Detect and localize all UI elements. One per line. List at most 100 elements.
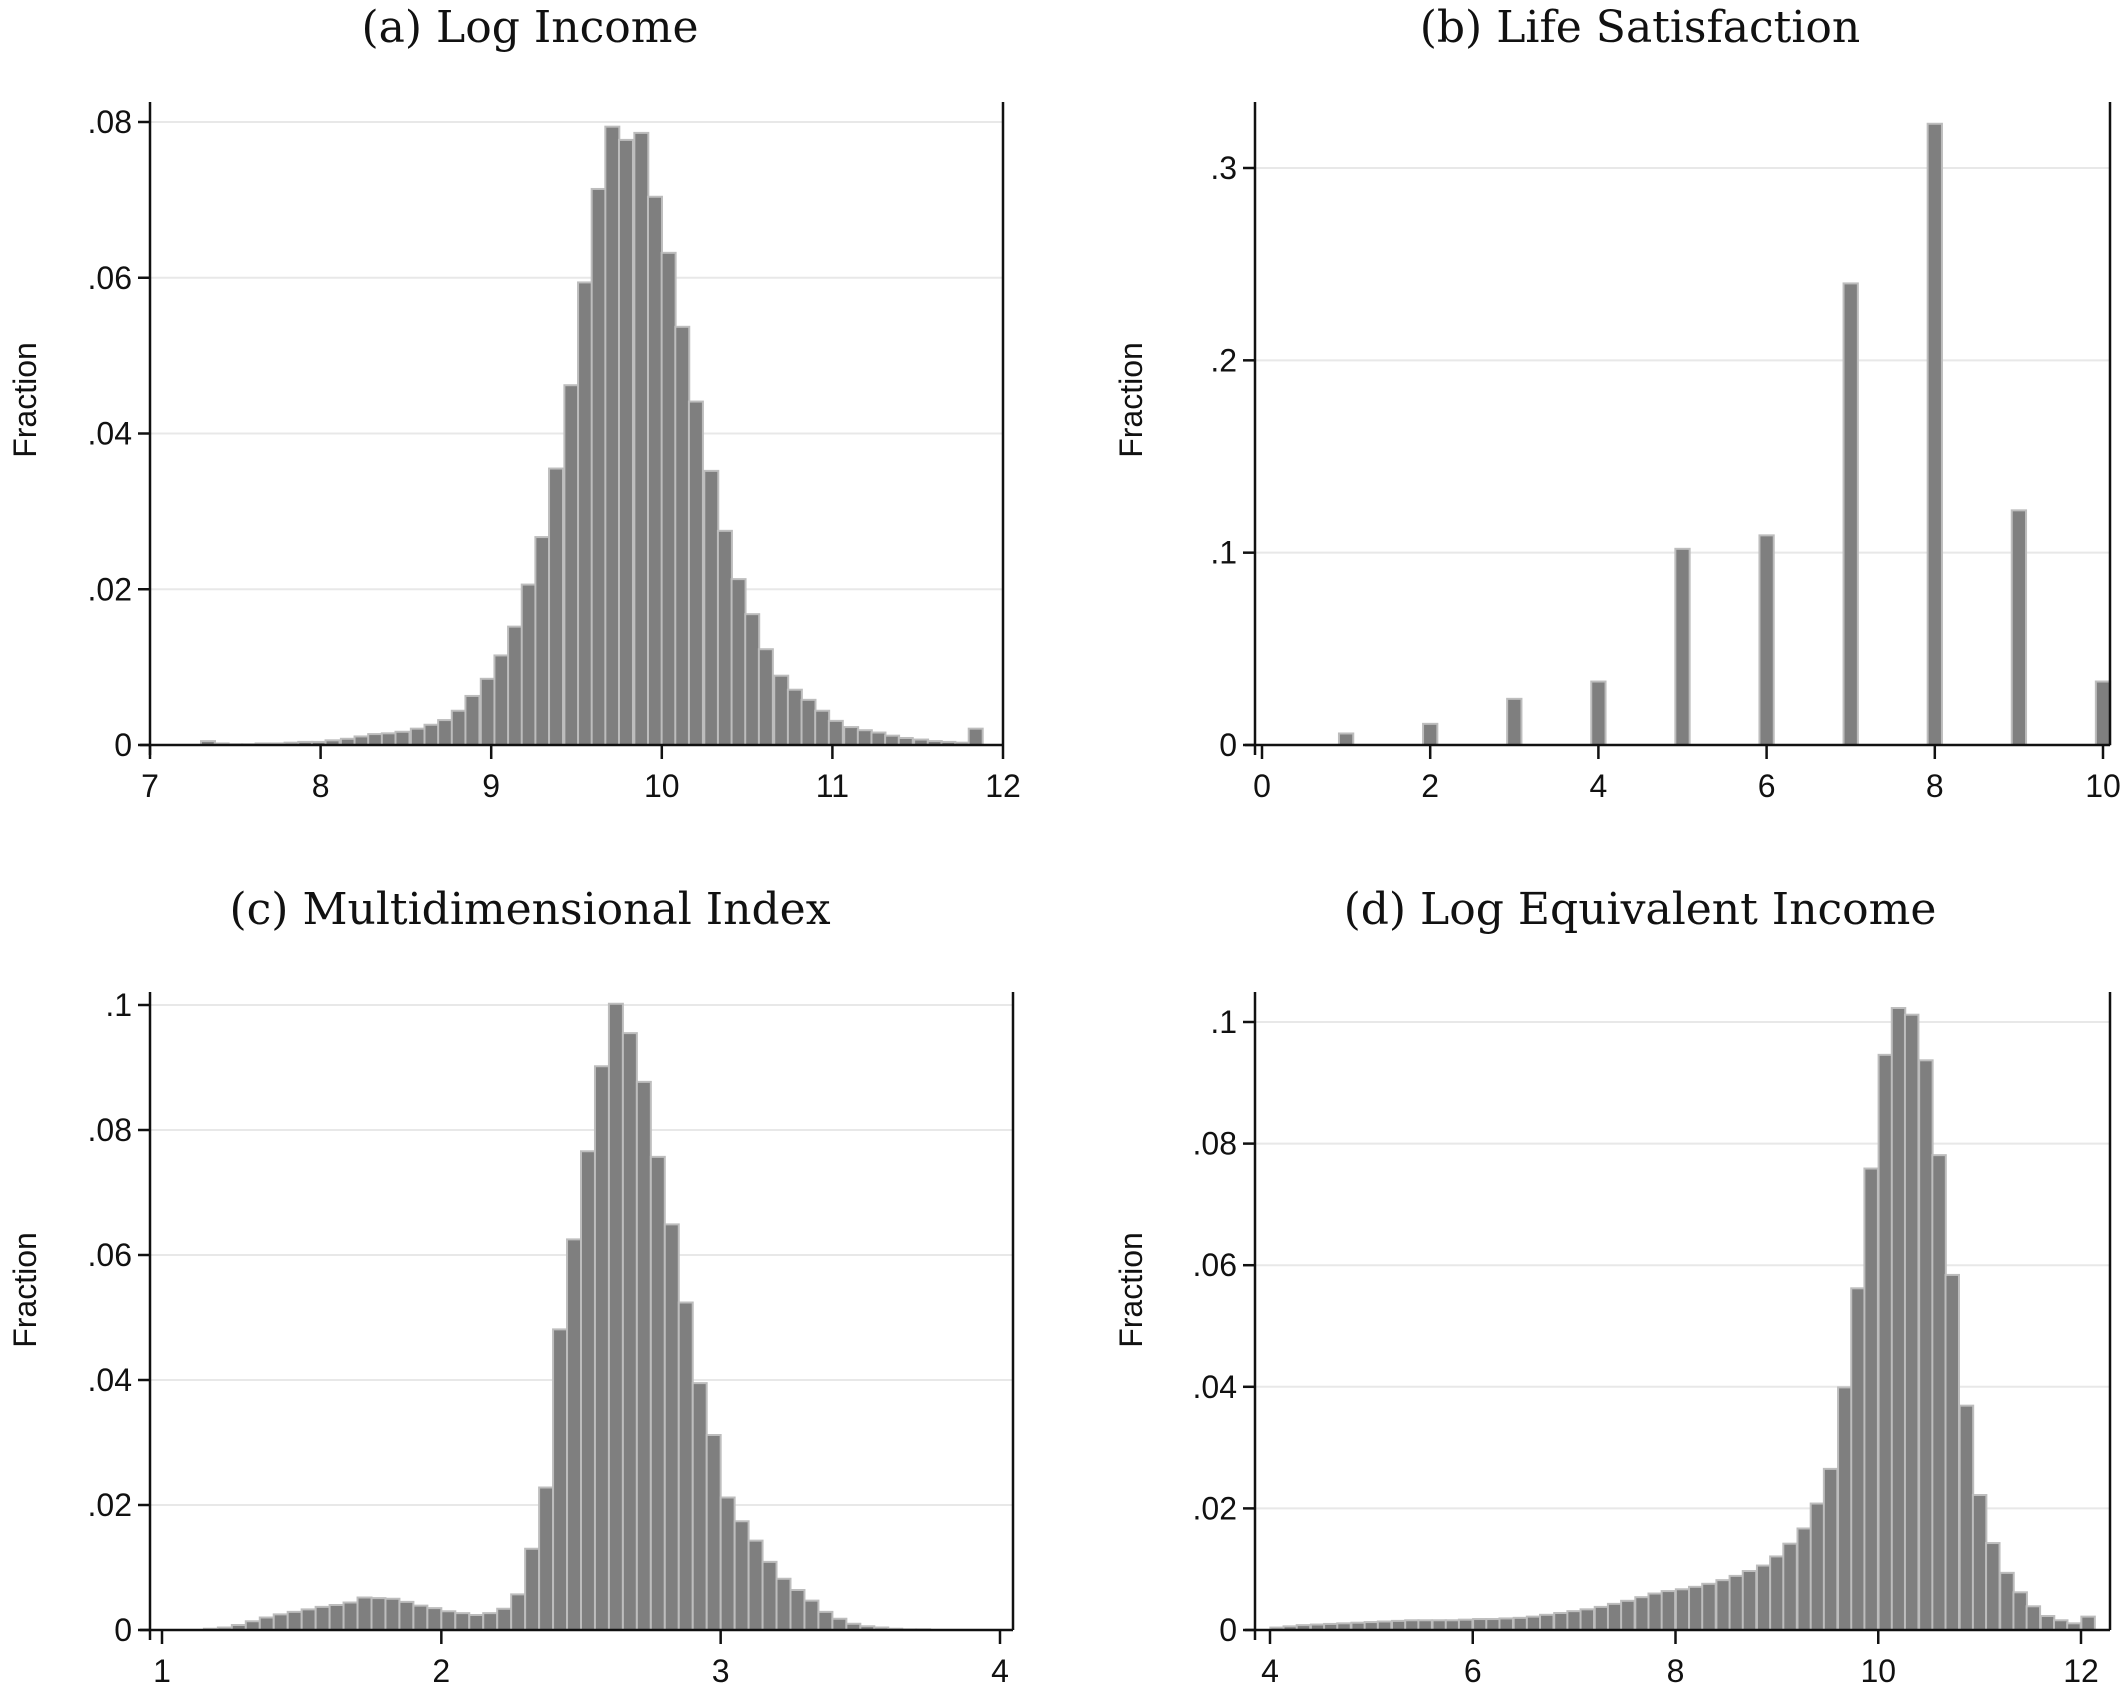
panel-c-bar-16 — [426, 1607, 443, 1631]
panel-d-bar-53 — [1985, 1542, 2001, 1632]
panel-a-bar-49 — [884, 734, 901, 747]
panel-d-ytick-label-0: 0 — [1219, 1612, 1237, 1648]
panel-d-bar-45 — [1877, 1053, 1894, 1632]
panel-b-ytick-label-2: .2 — [1210, 342, 1237, 378]
panel-d-bar-24 — [1593, 1605, 1610, 1631]
panel-c-ytick-label-2: .04 — [88, 1362, 132, 1398]
panel-b-ytick-label-0: 0 — [1219, 727, 1237, 763]
panel-c-bar-15 — [412, 1604, 429, 1631]
panel-d-bar-39 — [1796, 1527, 1812, 1631]
panel-b-bar-9 — [2094, 680, 2112, 747]
panel-d-bar-58 — [2052, 1619, 2069, 1631]
panel-c-bar-44 — [817, 1610, 834, 1631]
panel-d-bar-52 — [1971, 1494, 1988, 1632]
panel-c-bar-5 — [272, 1613, 289, 1631]
panel-a-ytick-label-4: .08 — [88, 104, 132, 140]
panel-a-bar-20 — [479, 677, 496, 747]
panel-a-bar-23 — [520, 583, 537, 747]
panel-c-bar-40 — [761, 1560, 778, 1631]
panel-a-bar-38 — [730, 578, 747, 746]
panel-b-bar-1 — [1422, 722, 1439, 746]
panel-a-bar-33 — [660, 251, 677, 747]
panel-a-bar-45 — [827, 719, 844, 747]
panel-a-bar-35 — [687, 400, 704, 746]
panel-c-ytick-label-1: .02 — [88, 1487, 132, 1523]
panel-c-xtick-label-3: 4 — [991, 1653, 1009, 1689]
panel-a-bar-37 — [716, 529, 733, 746]
panel-a-xtick-label-5: 12 — [985, 768, 1021, 804]
panel-b-bar-8 — [2010, 509, 2028, 746]
panel-d-bar-14 — [1457, 1618, 1474, 1631]
panel-a-bar-11 — [353, 735, 370, 747]
panel-d-xtick-label-4: 12 — [2063, 1653, 2099, 1689]
panel-b-bar-5 — [1758, 534, 1775, 747]
panel-c-bar-33 — [663, 1223, 680, 1631]
panel-d-bar-57 — [2039, 1615, 2056, 1631]
panel-b-xtick-label-0: 0 — [1253, 768, 1271, 804]
panel-a-bar-25 — [548, 467, 565, 746]
panel-c-bar-36 — [705, 1434, 722, 1631]
panel-c-bar-31 — [635, 1080, 652, 1631]
panel-d-bar-35 — [1741, 1570, 1758, 1632]
panel-c-bar-45 — [831, 1617, 848, 1631]
panel-c-bar-6 — [286, 1610, 303, 1631]
panel-d-bar-22 — [1566, 1610, 1582, 1631]
panel-a-xtick-label-4: 11 — [816, 768, 849, 804]
panel-b: (b) Life Satisfaction Fraction 0 .1 .2 .3 0 2… — [1113, 2, 2121, 804]
panel-c-xtick-label-1: 2 — [432, 1653, 450, 1689]
panel-d-bar-25 — [1606, 1602, 1623, 1631]
panel-d-plot: 0 .02 .04 .06 .08 .1 4 6 8 10 12 — [1193, 992, 2112, 1689]
panel-c-ytick-label-3: .06 — [88, 1237, 132, 1273]
panel-c-bar-28 — [593, 1065, 610, 1631]
panel-c-bar-37 — [719, 1496, 736, 1631]
panel-d-bar-10 — [1404, 1619, 1420, 1631]
panel-d-bar-18 — [1512, 1616, 1529, 1631]
panel-c-bar-35 — [691, 1382, 708, 1631]
panel-b-ytick-label-3: .3 — [1210, 150, 1237, 186]
panel-a-bar-41 — [773, 674, 790, 746]
panel-c-bar-42 — [789, 1589, 806, 1631]
panel-a-bar-32 — [646, 195, 663, 746]
panel-c-bar-29 — [607, 1002, 624, 1631]
panel-a-ytick-label-0: 0 — [114, 727, 132, 763]
panel-a-xtick-label-0: 7 — [141, 768, 159, 804]
panel-b-bar-4 — [1674, 547, 1691, 746]
panel-a-xtick-label-3: 10 — [644, 768, 680, 804]
panel-a-bar-31 — [633, 131, 650, 746]
panel-a-bar-30 — [617, 138, 634, 746]
panel-c-bar-8 — [314, 1605, 331, 1631]
panel-a-bar-14 — [394, 730, 411, 746]
panel-c-bar-25 — [552, 1328, 569, 1631]
panel-d-ylabel: Fraction — [1113, 1232, 1149, 1348]
panel-b-bar-7 — [1926, 122, 1943, 747]
panel-c-bar-20 — [482, 1612, 499, 1631]
panel-c-bar-12 — [370, 1597, 387, 1631]
panel-d-bar-34 — [1728, 1574, 1745, 1631]
panel-b-xtick-label-1: 2 — [1421, 768, 1439, 804]
panel-a-bar-24 — [534, 536, 551, 746]
panel-a-bar-36 — [703, 469, 720, 746]
panel-c-bar-19 — [468, 1614, 485, 1631]
panel-a-bar-44 — [814, 709, 831, 746]
panel-a-bar-55 — [967, 727, 984, 746]
panel-c-bar-39 — [747, 1539, 764, 1631]
panel-a-bar-17 — [437, 719, 454, 747]
panel-a-bar-15 — [409, 727, 426, 746]
panel-d-bar-49 — [1931, 1154, 1947, 1631]
panel-c-bar-30 — [621, 1032, 638, 1631]
panel-c-bar-13 — [384, 1597, 401, 1631]
panel-b-xtick-label-2: 4 — [1590, 768, 1608, 804]
panel-a-bar-26 — [563, 384, 580, 746]
panel-d-bar-23 — [1579, 1608, 1596, 1632]
panel-d-bar-56 — [2025, 1605, 2042, 1631]
panel-d-bar-28 — [1647, 1592, 1663, 1632]
panel-a-bar-46 — [843, 726, 860, 746]
panel-c-bar-14 — [398, 1600, 415, 1631]
panel-d-bar-13 — [1444, 1619, 1461, 1631]
panel-c-bar-23 — [524, 1547, 541, 1631]
panel-a-ylabel: Fraction — [7, 342, 43, 458]
panel-d-bar-54 — [1999, 1571, 2015, 1632]
panel-d-bar-27 — [1634, 1596, 1650, 1631]
panel-b-xtick-label-3: 6 — [1758, 768, 1776, 804]
